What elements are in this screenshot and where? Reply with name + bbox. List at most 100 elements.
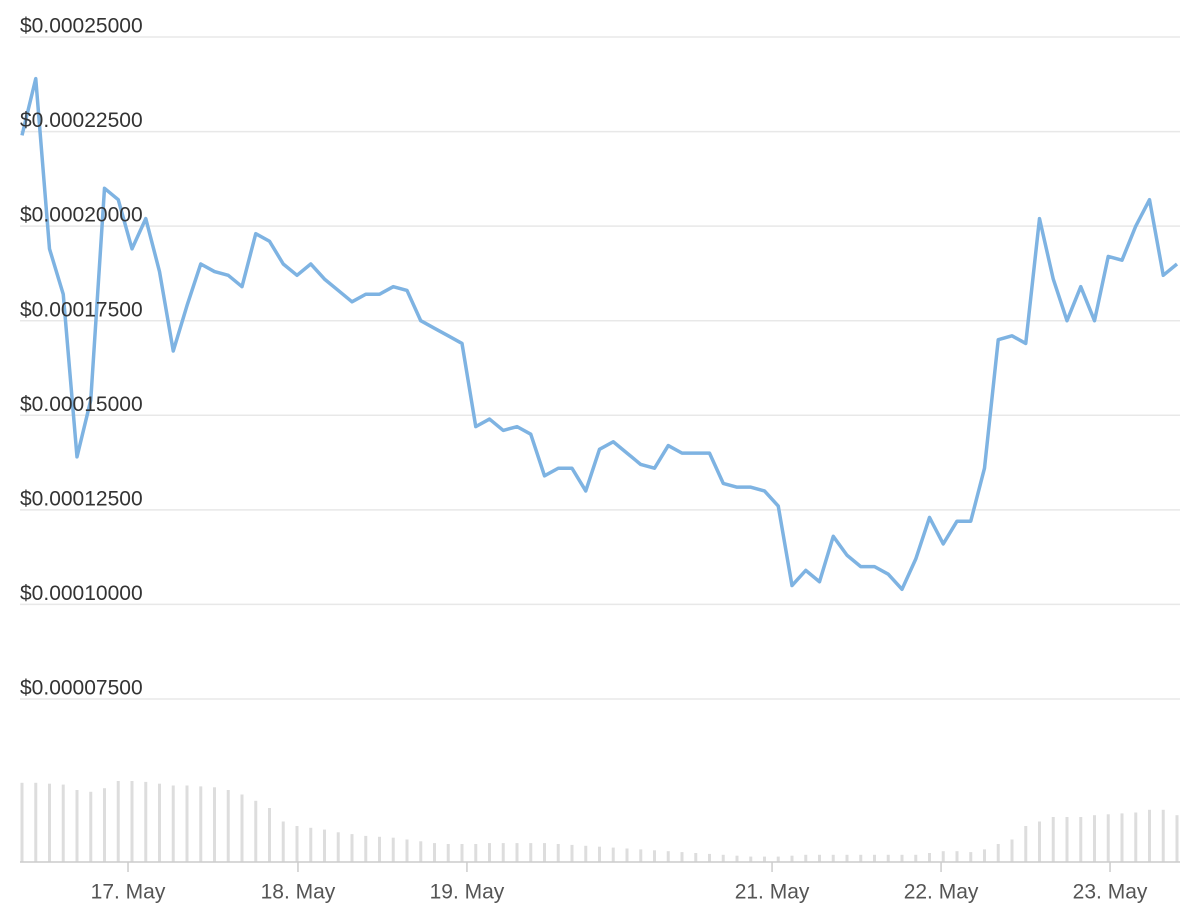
volume-bar [309,827,313,862]
volume-bar [873,854,876,862]
volume-bar [570,844,574,862]
volume-bar [295,826,299,862]
volume-bar [515,843,519,862]
volume-bar [1161,809,1165,862]
volume-bar [928,853,931,862]
volume-bar [859,854,863,862]
volume-bar [1175,815,1179,862]
volume-bar [941,851,945,862]
volume-bar [708,853,711,862]
volume-bar [1148,809,1151,862]
volume-bar [350,834,354,862]
volume-bar [543,843,546,862]
volume-bar [886,854,890,862]
volume-bar [378,836,381,862]
volume-bar [1010,839,1014,862]
volume-bar [818,854,821,862]
volume-bar [969,852,973,862]
y-tick-label: $0.00020000 [20,204,143,227]
x-tick-label: 22. May [904,881,979,904]
volume-bar [680,852,684,862]
volume-bar [226,790,230,862]
volume-bar [75,790,79,862]
y-tick-label: $0.00010000 [20,582,143,605]
volume-bar [185,785,189,862]
volume-bar [955,851,959,862]
volume-bar [666,851,670,862]
x-tick-label: 18. May [261,881,336,904]
volume-bar [364,835,368,862]
y-tick-label: $0.00015000 [20,393,143,416]
y-tick-label: $0.00025000 [20,15,143,38]
volume-bar [625,848,629,862]
volume-bar [735,855,739,862]
volume-bar [34,782,38,862]
volume-bar [213,787,216,862]
volume-bar [20,782,24,862]
volume-bar [1120,813,1124,862]
volume-bar [611,847,615,862]
volume-bar [488,843,491,862]
volume-bar [254,800,258,862]
volume-bar [48,783,51,862]
volume-bar [804,854,808,862]
volume-bar [776,856,780,862]
volume-bar [446,844,450,862]
volume-bar [556,844,560,862]
volume-bar [598,846,601,862]
volume-bar [130,781,134,862]
volume-bar [1065,817,1069,862]
volume-bar [61,784,65,862]
y-tick-label: $0.00017500 [20,298,143,321]
volume-bar [199,786,203,862]
volume-bar [845,854,849,862]
volume-bar [996,844,1000,862]
volume-bar [103,788,106,862]
volume-bar [1051,817,1055,862]
volume-bar [460,844,464,862]
volume-bar [268,808,271,862]
price-line [20,76,1179,592]
volume-bar [584,845,588,862]
volume-bar [240,794,244,862]
volume-bar [1134,812,1138,862]
volume-bar [419,841,423,862]
y-tick-label: $0.00012500 [20,487,143,510]
y-tick-label: $0.00007500 [20,677,143,700]
volume-bar [914,854,918,862]
volume-bar [763,856,766,862]
volume-bar [1106,814,1110,862]
volume-bar [501,843,505,862]
volume-bar [405,839,409,862]
volume-bar [171,785,175,862]
volume-bar [1038,821,1041,862]
volume-bar [433,843,436,862]
volume-bar [144,781,148,862]
x-tick-label: 21. May [735,881,810,904]
volume-bar [281,821,285,862]
volume-bar [1093,815,1096,862]
volume-bar [831,854,835,862]
volume-bar [694,853,698,862]
volume-bar [158,783,161,862]
volume-bar [721,854,725,862]
volume-bar [116,781,120,862]
x-tick-label: 23. May [1073,881,1148,904]
x-tick-label: 19. May [430,881,505,904]
x-tick-label: 17. May [91,881,166,904]
volume-bar [639,849,643,862]
volume-bar [983,849,986,862]
volume-bar [474,844,478,862]
volume-bar [336,832,340,862]
y-tick-label: $0.00022500 [20,109,143,132]
volume-bar [1024,826,1028,862]
volume-bar [89,791,93,862]
volume-bar [653,850,656,862]
volume-bar [529,843,533,862]
volume-bar [323,829,326,862]
volume-bar [900,854,904,862]
volume-bar [749,856,753,862]
volume-bar [790,855,794,862]
volume-bar [1079,817,1083,862]
